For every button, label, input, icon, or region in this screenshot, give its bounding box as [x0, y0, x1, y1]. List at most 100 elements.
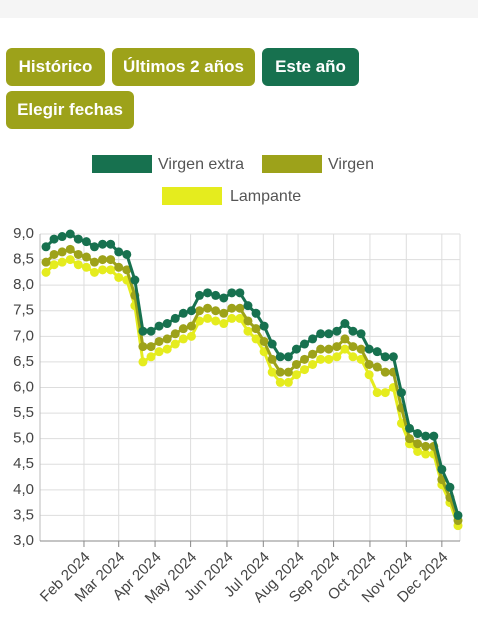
data-point [41, 267, 51, 277]
data-point [324, 344, 334, 354]
button[interactable]: Histórico [6, 48, 105, 86]
data-point [154, 336, 164, 346]
y-tick-label: 3,5 [13, 506, 34, 523]
data-point [114, 247, 124, 257]
y-tick-label: 7,5 [13, 302, 34, 319]
data-point [243, 316, 253, 326]
data-point [356, 354, 366, 364]
y-tick-label: 7,0 [13, 327, 34, 344]
data-point [445, 482, 455, 492]
data-point [98, 265, 108, 275]
data-point [219, 319, 229, 329]
data-point [396, 388, 406, 398]
data-point [146, 352, 156, 362]
data-point [421, 449, 431, 459]
data-point [348, 326, 358, 336]
y-tick-label: 5,5 [13, 404, 34, 421]
data-point [372, 362, 382, 372]
data-point [194, 290, 204, 300]
data-point [81, 237, 91, 247]
data-point [194, 306, 204, 316]
data-point [300, 339, 310, 349]
data-point [89, 242, 99, 252]
data-point [340, 344, 350, 354]
data-point [162, 344, 172, 354]
data-point [316, 344, 326, 354]
data-point [65, 255, 75, 265]
data-point [235, 313, 245, 323]
data-point [227, 313, 237, 323]
data-point [324, 354, 334, 364]
data-point [146, 326, 156, 336]
data-point [211, 306, 221, 316]
data-point [186, 306, 196, 316]
top-bar [0, 0, 478, 18]
data-point [89, 267, 99, 277]
data-point [267, 367, 277, 377]
data-point [356, 344, 366, 354]
data-point [275, 352, 285, 362]
data-point [57, 247, 67, 257]
data-point [259, 336, 269, 346]
y-tick-label: 5,0 [13, 430, 34, 447]
data-point [380, 352, 390, 362]
data-point [348, 352, 358, 362]
data-point [106, 239, 116, 249]
button[interactable]: Este año [262, 48, 359, 86]
data-point [211, 316, 221, 326]
button[interactable]: Elegir fechas [6, 91, 134, 129]
data-point [251, 334, 261, 344]
data-point [437, 464, 447, 474]
data-point [41, 242, 51, 252]
data-point [291, 344, 301, 354]
y-tick-label: 6,0 [13, 378, 34, 395]
series-line [44, 232, 460, 516]
data-point [178, 308, 188, 318]
data-point [259, 321, 269, 331]
data-point [421, 441, 431, 451]
data-point [283, 377, 293, 387]
legend-label: Virgen [328, 156, 374, 173]
data-point [388, 352, 398, 362]
data-point [203, 313, 213, 323]
data-point [243, 301, 253, 311]
data-point [275, 377, 285, 387]
data-point [332, 326, 342, 336]
data-point [73, 249, 83, 259]
data-point [49, 260, 59, 270]
data-point [162, 319, 172, 329]
data-point [203, 303, 213, 313]
data-point [405, 434, 415, 444]
data-point [340, 334, 350, 344]
legend-swatch [162, 187, 222, 205]
data-point [251, 324, 261, 334]
data-point [219, 308, 229, 318]
data-point [138, 326, 148, 336]
data-point [413, 429, 423, 439]
y-tick-label: 3,0 [13, 532, 34, 549]
data-point [227, 303, 237, 313]
data-point [130, 275, 140, 285]
button[interactable]: Últimos 2 años [112, 48, 255, 86]
data-point [106, 265, 116, 275]
data-point [138, 342, 148, 352]
data-point [372, 347, 382, 357]
data-point [65, 229, 75, 239]
data-point [178, 334, 188, 344]
data-point [114, 262, 124, 272]
y-tick-label: 8,5 [13, 251, 34, 268]
data-point [89, 257, 99, 267]
data-point [356, 329, 366, 339]
data-point [194, 316, 204, 326]
data-point [364, 370, 374, 380]
legend-swatch [92, 155, 152, 173]
legend-swatch [262, 155, 322, 173]
data-point [98, 239, 108, 249]
data-point [308, 334, 318, 344]
data-point [300, 354, 310, 364]
data-point [251, 308, 261, 318]
series-line [44, 257, 460, 527]
data-point [364, 359, 374, 369]
data-point [41, 257, 51, 267]
data-point [219, 293, 229, 303]
